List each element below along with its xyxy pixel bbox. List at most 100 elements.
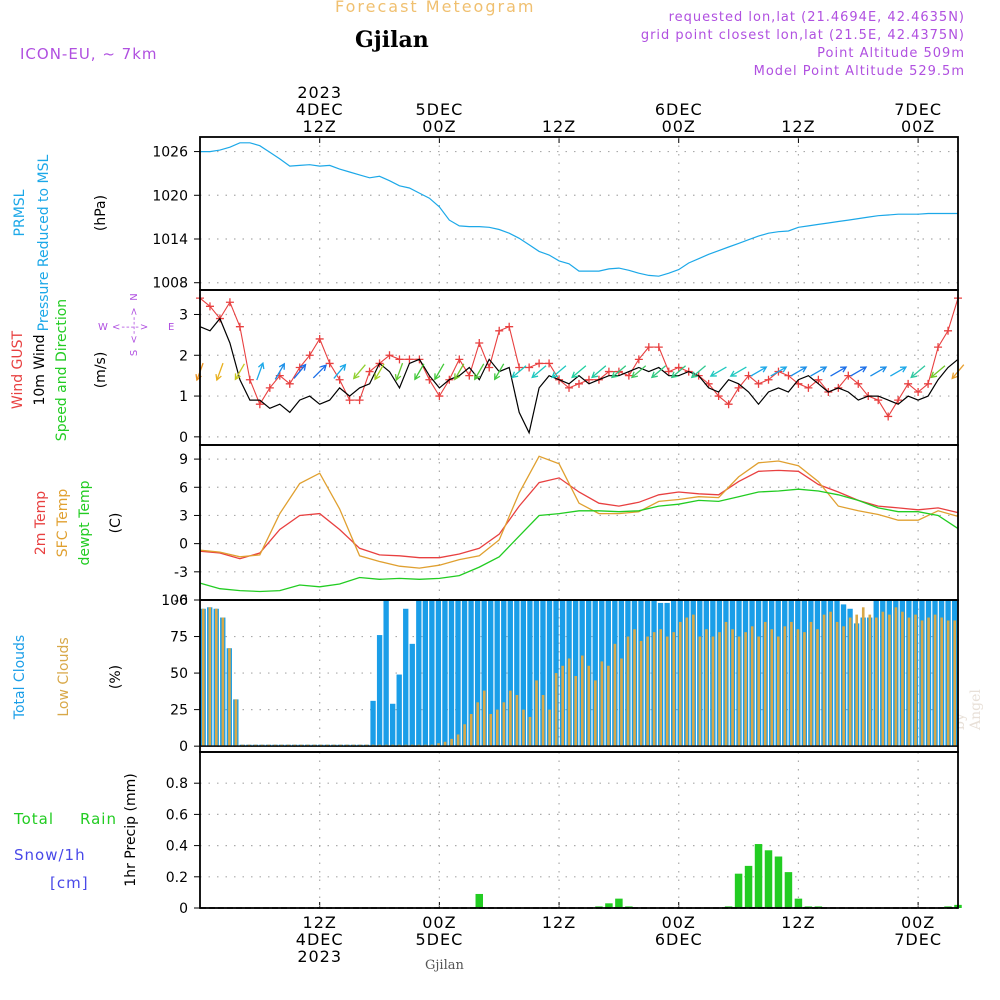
low-cloud-bar — [580, 655, 584, 747]
gust-marker — [754, 379, 763, 388]
low-cloud-bar — [946, 620, 950, 747]
precip-label-rain: Rain — [80, 810, 117, 828]
cloud-label-group: Low Clouds — [56, 637, 72, 716]
y-tick-label: 1014 — [152, 232, 188, 248]
wind-arrow-head — [551, 371, 559, 379]
gust-marker — [235, 322, 244, 331]
low-cloud-bar — [907, 617, 911, 747]
wind-arrow-head — [352, 372, 360, 380]
wind-arrow-shaft — [710, 366, 727, 377]
time-label-top: 4DEC — [296, 100, 344, 119]
gust-marker — [575, 379, 583, 388]
low-cloud-bar — [482, 690, 486, 747]
pressure-label: Pressure Reduced to MSL — [36, 154, 52, 331]
low-cloud-bar — [861, 607, 865, 747]
low-cloud-bar — [705, 629, 708, 747]
low-cloud-bar — [463, 724, 466, 747]
y-tick-label: 6 — [179, 480, 188, 496]
cloud-label-group: Total Clouds — [12, 635, 28, 720]
time-label-bottom: 4DEC — [296, 930, 344, 949]
gust-marker — [535, 359, 544, 368]
wind-arrow-shaft — [374, 363, 385, 380]
low-cloud-bar — [770, 629, 774, 747]
low-cloud-bar — [509, 690, 512, 747]
low-cloud-bar — [234, 699, 238, 747]
gust-marker — [644, 343, 653, 352]
rain-bar — [734, 873, 743, 908]
wind-arrow-head — [780, 366, 788, 373]
wind-arrow-shaft — [591, 365, 607, 378]
temp-line-t2m — [199, 469, 959, 560]
panel-temperature: -6 -3 0 3 6 9 — [174, 445, 959, 609]
low-cloud-bar — [914, 614, 917, 747]
low-cloud-bar — [502, 702, 506, 747]
wind-arrow-head — [394, 374, 402, 382]
wind-arrow-head — [299, 363, 307, 371]
wind-arrow — [690, 365, 706, 379]
total-cloud-bar — [488, 600, 494, 747]
cloud-label: Low Clouds — [56, 637, 72, 716]
wind-arrow — [591, 365, 607, 379]
total-cloud-bar — [429, 600, 435, 747]
total-cloud-bar — [383, 600, 389, 747]
low-cloud-bar — [665, 636, 669, 747]
rain-bar — [794, 898, 803, 908]
time-label-top: 12Z — [542, 117, 576, 136]
wind-arrow-head — [820, 366, 828, 373]
compass-arrow: <----> — [112, 322, 149, 333]
header-model: ICON-EU, ~ 7km — [20, 45, 158, 63]
header-model-altitude: Model Point Altitude 529.5m — [753, 64, 965, 79]
wind-arrow — [434, 363, 445, 381]
low-cloud-bar — [888, 614, 891, 747]
low-cloud-bar — [757, 636, 761, 747]
y-tick-label: 3 — [179, 307, 188, 323]
total-cloud-bar — [409, 643, 415, 747]
wind-arrow-shaft — [830, 366, 847, 377]
low-cloud-bar — [685, 617, 689, 747]
wind-arrow-head — [690, 371, 698, 379]
rain-bar — [744, 865, 753, 908]
low-cloud-bar — [953, 620, 957, 747]
wind-arrow-shaft — [494, 363, 505, 380]
time-label-bottom: 7DEC — [894, 930, 942, 949]
total-cloud-bar — [546, 600, 553, 747]
low-cloud-bar — [607, 665, 610, 747]
low-cloud-bar — [776, 636, 780, 747]
low-cloud-bar — [803, 632, 806, 747]
gust-marker — [674, 363, 683, 372]
wind-arrow-shaft — [511, 365, 527, 378]
wind-arrow — [890, 366, 908, 377]
low-cloud-bar — [646, 636, 649, 747]
wind-arrow-shaft — [293, 364, 307, 379]
time-label-top: 12Z — [303, 117, 337, 136]
pressure-unit: (hPa) — [93, 195, 109, 231]
wind-arrow — [729, 366, 747, 377]
wind-arrow-head — [434, 373, 441, 381]
time-label-top: 6DEC — [655, 100, 703, 119]
precip-label-snow: Snow/1h — [14, 846, 86, 864]
gust-marker — [405, 355, 414, 364]
low-cloud-bar — [848, 617, 852, 747]
gust-marker — [944, 326, 953, 335]
header-gridpoint: grid point closest lon,lat (21.5E, 42.43… — [640, 28, 965, 43]
wind-arrow-head — [320, 364, 328, 372]
wind-arrow-shaft — [571, 365, 587, 378]
wind-arrow-shaft — [930, 365, 946, 378]
rain-bar — [764, 850, 773, 908]
gust-marker — [894, 396, 903, 405]
low-cloud-bar — [626, 636, 630, 747]
gust-marker — [255, 400, 264, 409]
precip-unit-group: 1hr Precip (mm) — [123, 773, 139, 886]
wind-arrow — [650, 365, 667, 379]
wind-arrow — [810, 366, 828, 377]
wind-arrow — [312, 364, 328, 379]
gust-marker — [495, 326, 504, 335]
wind-arrow — [670, 365, 687, 379]
temp-label: 2m Temp — [33, 491, 49, 555]
wind-arrow — [531, 365, 547, 379]
gust-marker — [325, 359, 334, 368]
header-requested: requested lon,lat (21.4694E, 42.4635N) — [668, 10, 965, 25]
low-cloud-bar — [469, 714, 473, 747]
gust-marker — [724, 400, 733, 409]
